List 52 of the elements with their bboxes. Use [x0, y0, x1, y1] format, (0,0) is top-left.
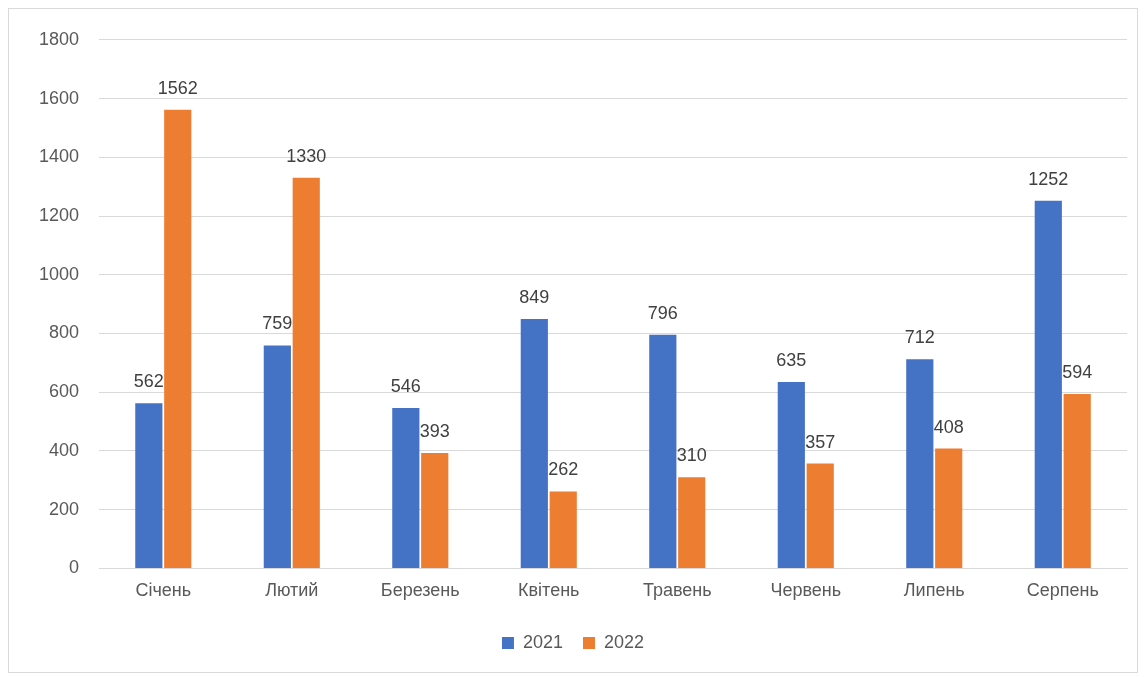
x-tick-label: Квітень	[518, 580, 580, 601]
x-tick-label: Березень	[380, 580, 460, 601]
data-label: 310	[676, 445, 707, 466]
bar	[421, 452, 449, 568]
legend-label: 2021	[522, 631, 563, 652]
bar	[1063, 393, 1091, 568]
x-tick-label: Січень	[135, 580, 192, 601]
data-label: 796	[647, 302, 678, 323]
y-tick-label: 600	[49, 381, 80, 402]
x-tick-label: Липень	[903, 580, 965, 601]
x-tick-label: Серпень	[1026, 580, 1099, 601]
legend-label: 2022	[604, 631, 645, 652]
data-label: 759	[262, 313, 293, 334]
bar	[392, 408, 420, 568]
bar	[777, 381, 805, 568]
y-tick-label: 1600	[39, 87, 80, 108]
y-tick-label: 0	[69, 557, 80, 578]
bar	[935, 448, 963, 568]
data-label: 1330	[286, 145, 327, 166]
bar	[549, 491, 577, 568]
bar	[292, 177, 320, 568]
y-tick-label: 800	[49, 322, 80, 343]
x-tick-label: Червень	[770, 580, 842, 601]
y-tick-label: 200	[49, 498, 80, 519]
bar	[806, 463, 834, 568]
y-tick-label: 400	[49, 439, 80, 460]
y-tick-label: 1800	[39, 28, 80, 49]
data-label: 712	[904, 327, 935, 348]
data-label: 408	[933, 416, 964, 437]
data-label: 546	[390, 376, 421, 397]
data-label: 849	[519, 287, 550, 308]
data-label: 262	[548, 459, 579, 480]
data-label: 562	[133, 371, 164, 392]
data-label: 393	[419, 420, 450, 441]
y-tick-label: 1200	[39, 204, 80, 225]
x-tick-label: Лютий	[265, 580, 319, 601]
y-tick-label: 1400	[39, 146, 80, 167]
bar	[135, 403, 163, 568]
data-label: 635	[776, 349, 807, 370]
bar	[263, 345, 291, 568]
bar	[1034, 200, 1062, 568]
data-label: 1252	[1028, 168, 1069, 189]
data-label: 1562	[157, 77, 198, 98]
bar	[678, 477, 706, 568]
x-tick-label: Травень	[642, 580, 712, 601]
data-label: 357	[805, 431, 836, 452]
y-tick-label: 1000	[39, 263, 80, 284]
data-label: 594	[1062, 361, 1093, 382]
bar	[906, 359, 934, 568]
bar	[164, 109, 192, 568]
bar	[649, 334, 677, 568]
bar	[520, 319, 548, 568]
